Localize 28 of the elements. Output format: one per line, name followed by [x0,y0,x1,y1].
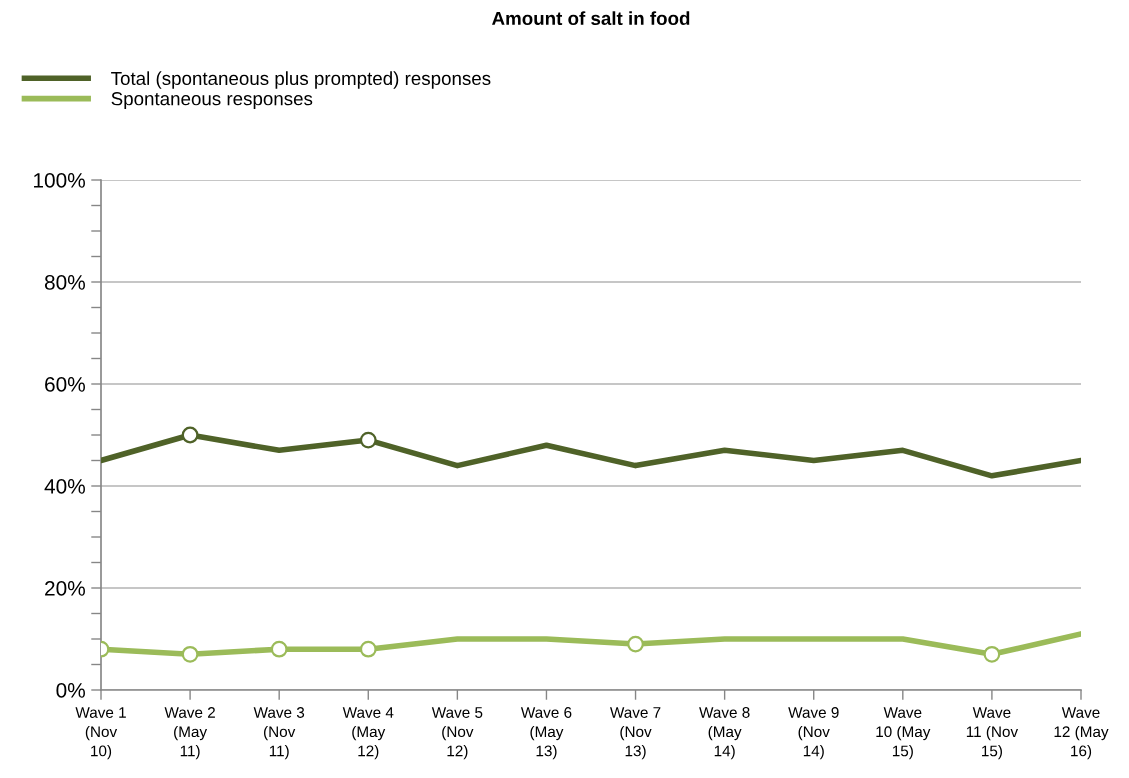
x-tick-label: Wave 9 (Nov 14) [788,707,839,760]
y-tick-label: 0% [56,683,85,698]
x-tick-label: Wave 2 (May 11) [164,707,215,760]
y-tick-label: 100% [34,173,85,188]
point [181,645,199,663]
point [181,426,199,444]
y-tick-label: 80% [44,275,85,290]
point [627,635,644,653]
y-tick-label: 20% [45,581,85,596]
legend-label: Spontaneous responses [111,92,313,110]
x-tick-label: Wave 5 (Nov 12) [431,707,483,760]
y-tick-label: 60% [45,377,85,392]
x-tick-label: Wave 1 (Nov 10) [75,707,126,760]
point [359,640,377,658]
legend-label: Total (spontaneous plus prompted) responses [111,71,491,89]
x-tick-label: Wave 3 (Nov 11) [253,707,305,760]
chart-title: Amount of salt in food [492,11,690,26]
point [359,431,377,449]
y-tick-label: 40% [44,479,85,494]
x-tick-label: Wave 7 (Nov 13) [610,707,661,760]
x-tick-label: Wave 10 (May 15) [876,707,931,760]
point [983,645,1001,663]
x-tick-label: Wave 4 (May 12) [342,707,394,760]
x-tick-label: Wave 8 (May 14) [699,707,750,760]
x-tick-label: Wave 12 (May 16) [1054,707,1109,760]
x-tick-label: Wave 6 (May 13) [520,707,572,760]
point [270,640,288,658]
x-tick-label: Wave 11 (Nov 15) [966,707,1019,760]
